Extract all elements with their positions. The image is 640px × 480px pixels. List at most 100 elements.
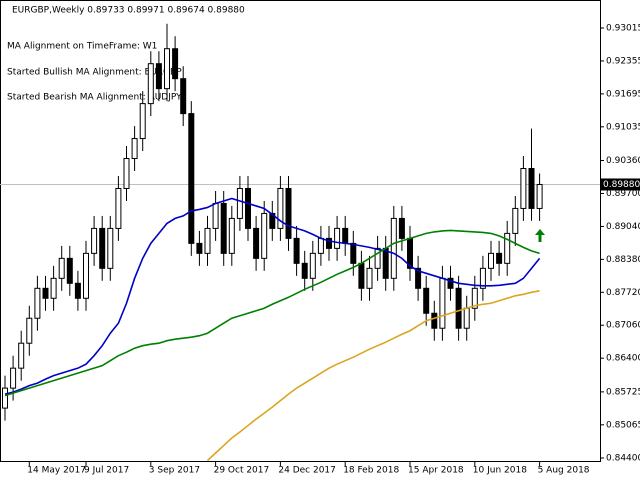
candle-body [34, 287, 41, 319]
candle-body [115, 187, 122, 229]
candle-body [91, 227, 98, 254]
y-tick-label: 0.91695 [606, 89, 640, 99]
plot-frame [0, 0, 601, 462]
x-tick-label: 9 Jul 2017 [84, 466, 129, 476]
candle-body [390, 217, 397, 279]
candle-body [496, 252, 503, 264]
moving-average [206, 290, 540, 462]
candle-body [164, 48, 170, 90]
candle-body [228, 217, 235, 254]
candle-body [285, 187, 292, 239]
candle-body [317, 237, 324, 254]
candle-body [342, 227, 349, 244]
candle-body [366, 267, 373, 289]
candle-body [188, 113, 195, 244]
price-label-box [600, 178, 640, 191]
candle-body [66, 257, 73, 284]
x-tick-label: 29 Oct 2017 [214, 466, 270, 476]
candle-body [479, 267, 486, 289]
y-tick-label: 0.93015 [606, 24, 640, 34]
candle-body [74, 282, 81, 299]
candle-body [277, 187, 284, 229]
candle-body [10, 367, 17, 389]
y-tick-label: 0.87720 [606, 288, 640, 298]
candle-body [415, 267, 422, 289]
candle-body [423, 287, 430, 314]
x-tick-label: 14 May 2017 [27, 466, 86, 476]
candle-body [220, 202, 227, 254]
y-tick-label: 0.86400 [606, 354, 640, 364]
candle-body [212, 202, 219, 229]
candle-body [463, 307, 470, 329]
candle-body [269, 212, 276, 229]
candle-body [431, 312, 438, 329]
candle-body [301, 262, 308, 279]
y-tick-label: 0.85725 [606, 387, 640, 397]
x-tick-label: 24 Dec 2017 [278, 466, 336, 476]
candle-body [99, 227, 106, 269]
candle-body [155, 63, 162, 90]
x-tick-label: 10 Jun 2018 [473, 466, 527, 476]
candle-body [512, 207, 519, 234]
candle-body [261, 212, 268, 259]
candle-body [58, 257, 65, 279]
candle-body [374, 247, 381, 269]
candle-body [253, 227, 260, 259]
candle-body [147, 63, 154, 105]
candle-body [245, 187, 251, 229]
candle-body [350, 242, 357, 264]
candle-body [488, 252, 494, 269]
x-tick-label: 3 Sep 2017 [149, 466, 200, 476]
candle-body [42, 287, 49, 299]
x-tick-label: 15 Apr 2018 [408, 466, 464, 476]
candle-body [309, 252, 316, 279]
annotation: Started Bullish MA Alignment: EURGBP [7, 68, 182, 78]
annotation: Started Bearish MA Alignment: AUDJPY [7, 93, 182, 103]
moving-average [4, 229, 540, 397]
candle-body [2, 387, 8, 409]
y-tick-label: 0.87060 [606, 321, 640, 331]
candle-body [293, 237, 300, 264]
candle-body [439, 277, 446, 329]
candle-body [107, 227, 114, 269]
candle-body [520, 168, 527, 209]
y-tick-label: 0.91035 [606, 122, 640, 132]
candle-body [123, 158, 130, 189]
candle-body [196, 242, 203, 254]
candle-body [83, 252, 89, 299]
annotation: MA Alignment on TimeFrame: W1 [7, 42, 157, 52]
candle-body [326, 237, 332, 249]
candle-body [504, 232, 511, 264]
y-tick-label: 0.85065 [606, 420, 640, 430]
candle-body [471, 287, 478, 309]
candle-body [455, 287, 462, 329]
candle-body [528, 168, 535, 209]
candle-body [447, 277, 454, 289]
y-tick-label: 0.84400 [606, 454, 640, 464]
candle-body [334, 227, 341, 249]
y-tick-label: 0.92355 [606, 56, 640, 66]
candle-body [50, 277, 57, 299]
y-tick-label: 0.88380 [606, 255, 640, 265]
candle-body [382, 247, 389, 279]
candle-body [358, 262, 365, 289]
y-tick-label: 0.89040 [606, 222, 640, 232]
chart-title: EURGBP,Weekly 0.89733 0.89971 0.89674 0.… [12, 6, 245, 16]
price-label: 0.89880 [603, 180, 640, 190]
signal-arrow [535, 229, 545, 242]
y-tick-label: 0.90360 [606, 156, 640, 166]
candle-body [26, 317, 33, 344]
candle-body [172, 48, 179, 80]
candle-body [204, 227, 211, 254]
candle-body [180, 78, 187, 115]
candle-body [18, 342, 25, 369]
moving-average [4, 197, 541, 395]
candle-body [236, 187, 243, 219]
candle-body [139, 103, 146, 140]
y-tick-label: 0.89700 [606, 189, 640, 199]
candle-body [536, 183, 543, 209]
candle-body [131, 138, 138, 160]
candle-body [398, 217, 405, 239]
x-tick-label: 18 Feb 2018 [343, 466, 399, 476]
